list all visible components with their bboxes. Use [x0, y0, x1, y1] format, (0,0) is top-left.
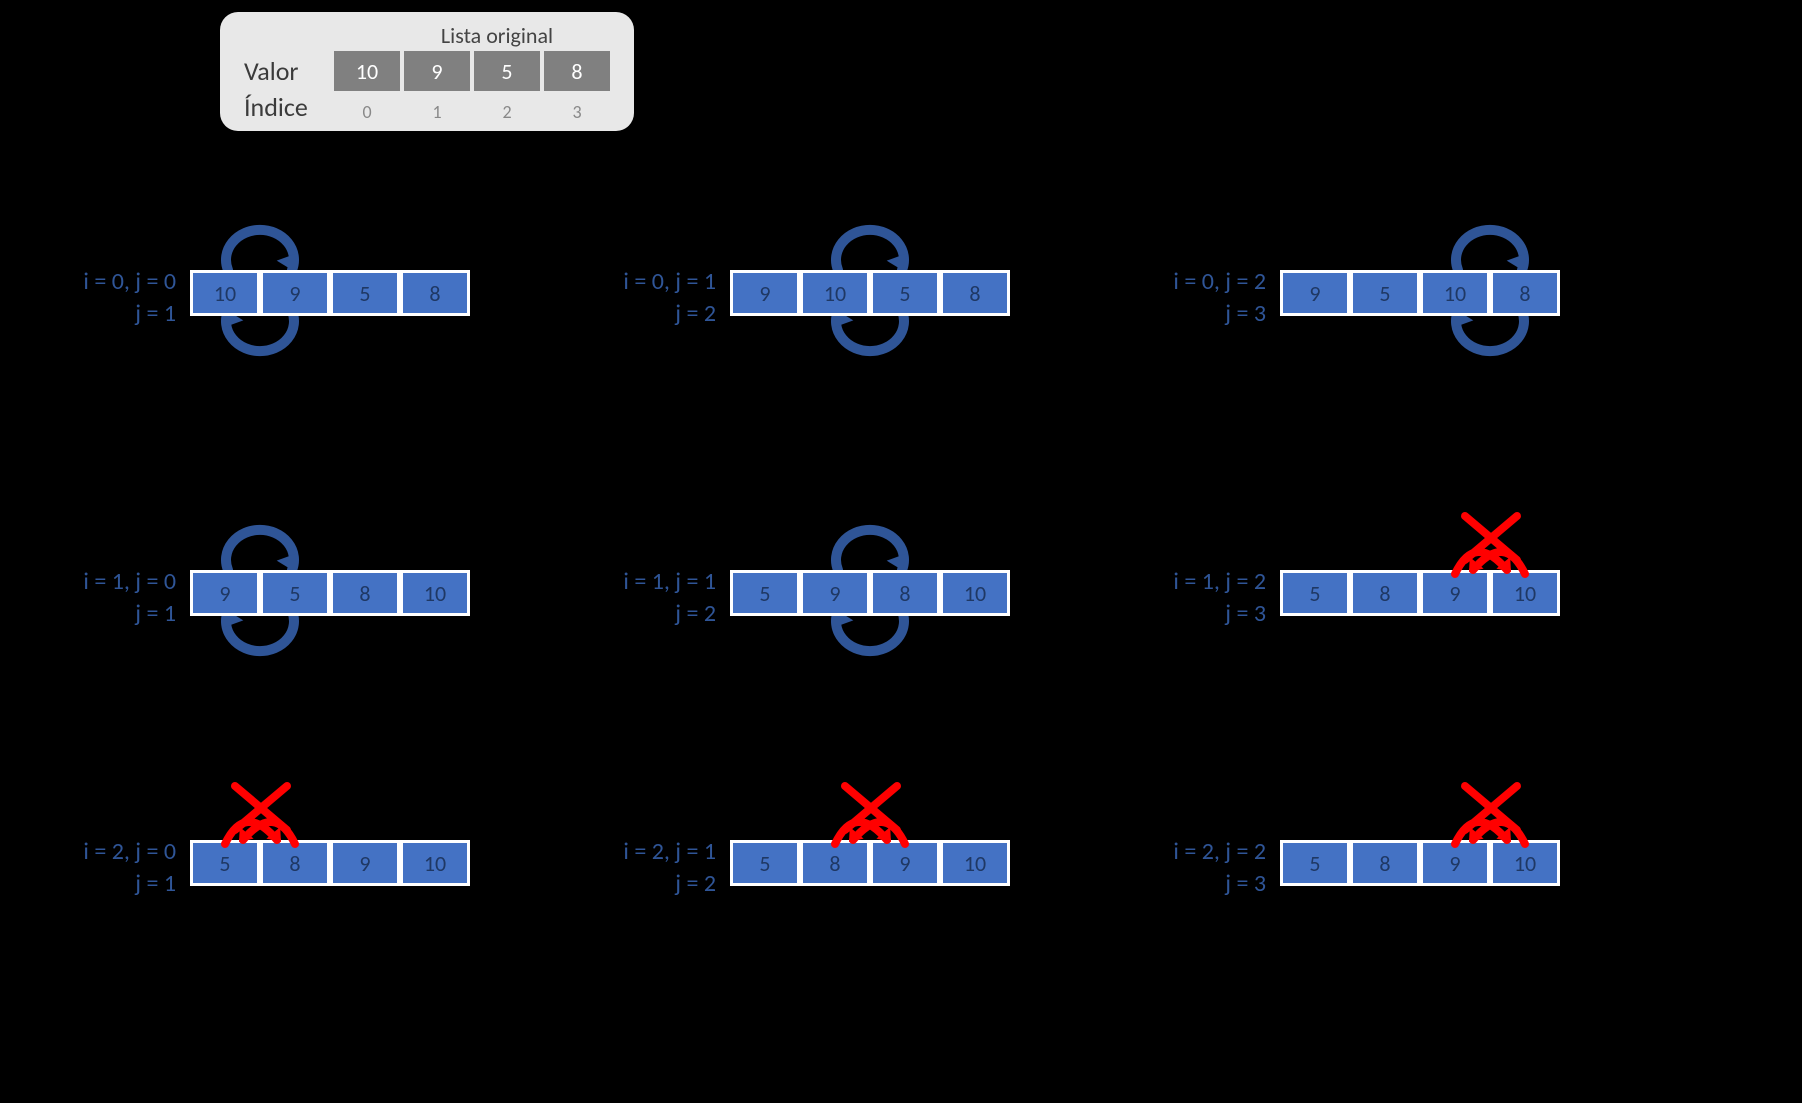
array-cell: 9: [1282, 272, 1348, 314]
array-cells: 59810: [730, 570, 1010, 616]
step-body: 58910: [190, 792, 470, 934]
intro-idx: 1: [404, 101, 470, 123]
array-cell: 8: [1492, 272, 1558, 314]
step-body: 91058: [730, 222, 1010, 364]
no-swap-mark: [1435, 512, 1545, 587]
step-body: 95810: [190, 522, 470, 664]
intro-idx: 2: [474, 101, 540, 123]
intro-cell: 9: [404, 51, 470, 91]
step-label-line2: j = 2: [600, 598, 716, 630]
no-swap-mark: [205, 782, 315, 857]
step-label-line2: j = 2: [600, 298, 716, 330]
step-label-line2: j = 1: [60, 868, 176, 900]
array-cell: 5: [332, 272, 398, 314]
intro-index-row: 0 1 2 3: [334, 101, 610, 123]
step: i = 0, j = 1j = 291058: [600, 222, 1010, 364]
array-cell: 10: [402, 572, 468, 614]
intro-cell: 10: [334, 51, 400, 91]
step: i = 1, j = 1j = 259810: [600, 522, 1010, 664]
array-cell: 8: [872, 572, 938, 614]
step-label-line2: j = 1: [60, 598, 176, 630]
step-body: 58910: [1280, 522, 1560, 664]
array-cell: 9: [262, 272, 328, 314]
array-cell: 9: [192, 572, 258, 614]
step-label-line2: j = 3: [1150, 298, 1266, 330]
intro-box: Lista original Valor 10 9 5 8 Índice 0 1…: [220, 12, 634, 131]
step-labels: i = 0, j = 0j = 1: [60, 222, 190, 331]
step: i = 0, j = 0j = 110958: [60, 222, 470, 364]
array-cell: 10: [192, 272, 258, 314]
step-label-line1: i = 0, j = 1: [600, 266, 716, 298]
array-cell: 8: [1352, 572, 1418, 614]
step-body: 59810: [730, 522, 1010, 664]
step-labels: i = 0, j = 2j = 3: [1150, 222, 1280, 331]
step-label-line1: i = 1, j = 0: [60, 566, 176, 598]
step-label-line2: j = 3: [1150, 868, 1266, 900]
array-cell: 5: [732, 842, 798, 884]
array-cells: 95810: [190, 570, 470, 616]
no-swap-mark: [1435, 782, 1545, 857]
step-label-line1: i = 2, j = 0: [60, 836, 176, 868]
step: i = 1, j = 0j = 195810: [60, 522, 470, 664]
array-cell: 10: [942, 842, 1008, 884]
step-label-line2: j = 2: [600, 868, 716, 900]
step: i = 2, j = 1j = 258910: [600, 792, 1010, 934]
step: i = 2, j = 2j = 358910: [1150, 792, 1560, 934]
intro-cell: 5: [474, 51, 540, 91]
step-labels: i = 0, j = 1j = 2: [600, 222, 730, 331]
step-labels: i = 1, j = 2j = 3: [1150, 522, 1280, 631]
array-cell: 10: [402, 842, 468, 884]
step-body: 58910: [730, 792, 1010, 934]
step-body: 58910: [1280, 792, 1560, 934]
array-cells: 95108: [1280, 270, 1560, 316]
array-cell: 5: [1282, 572, 1348, 614]
intro-indice-label: Índice: [244, 91, 334, 123]
step-label-line1: i = 1, j = 1: [600, 566, 716, 598]
array-cell: 9: [332, 842, 398, 884]
array-cells: 10958: [190, 270, 470, 316]
array-cell: 10: [1422, 272, 1488, 314]
array-cell: 8: [332, 572, 398, 614]
step-labels: i = 2, j = 0j = 1: [60, 792, 190, 901]
step-label-line2: j = 1: [60, 298, 176, 330]
step-labels: i = 1, j = 1j = 2: [600, 522, 730, 631]
array-cell: 5: [1352, 272, 1418, 314]
step-labels: i = 1, j = 0j = 1: [60, 522, 190, 631]
step-labels: i = 2, j = 2j = 3: [1150, 792, 1280, 901]
array-cells: 91058: [730, 270, 1010, 316]
intro-idx: 3: [544, 101, 610, 123]
step-body: 10958: [190, 222, 470, 364]
step-label-line1: i = 1, j = 2: [1150, 566, 1266, 598]
step: i = 1, j = 2j = 358910: [1150, 522, 1560, 664]
step: i = 0, j = 2j = 395108: [1150, 222, 1560, 364]
step: i = 2, j = 0j = 158910: [60, 792, 470, 934]
array-cell: 5: [732, 572, 798, 614]
array-cell: 5: [1282, 842, 1348, 884]
intro-value-cells: 10 9 5 8: [334, 51, 610, 91]
array-cell: 8: [1352, 842, 1418, 884]
step-label-line1: i = 0, j = 2: [1150, 266, 1266, 298]
array-cell: 10: [942, 572, 1008, 614]
array-cell: 8: [942, 272, 1008, 314]
step-label-line2: j = 3: [1150, 598, 1266, 630]
step-label-line1: i = 2, j = 1: [600, 836, 716, 868]
intro-cell: 8: [544, 51, 610, 91]
array-cell: 10: [802, 272, 868, 314]
intro-idx: 0: [334, 101, 400, 123]
step-label-line1: i = 0, j = 0: [60, 266, 176, 298]
no-swap-mark: [815, 782, 925, 857]
array-cell: 9: [802, 572, 868, 614]
step-label-line1: i = 2, j = 2: [1150, 836, 1266, 868]
array-cell: 5: [262, 572, 328, 614]
array-cell: 9: [732, 272, 798, 314]
array-cell: 5: [872, 272, 938, 314]
array-cell: 8: [402, 272, 468, 314]
step-labels: i = 2, j = 1j = 2: [600, 792, 730, 901]
step-body: 95108: [1280, 222, 1560, 364]
intro-title: Lista original: [384, 22, 610, 49]
intro-valor-label: Valor: [244, 55, 334, 87]
